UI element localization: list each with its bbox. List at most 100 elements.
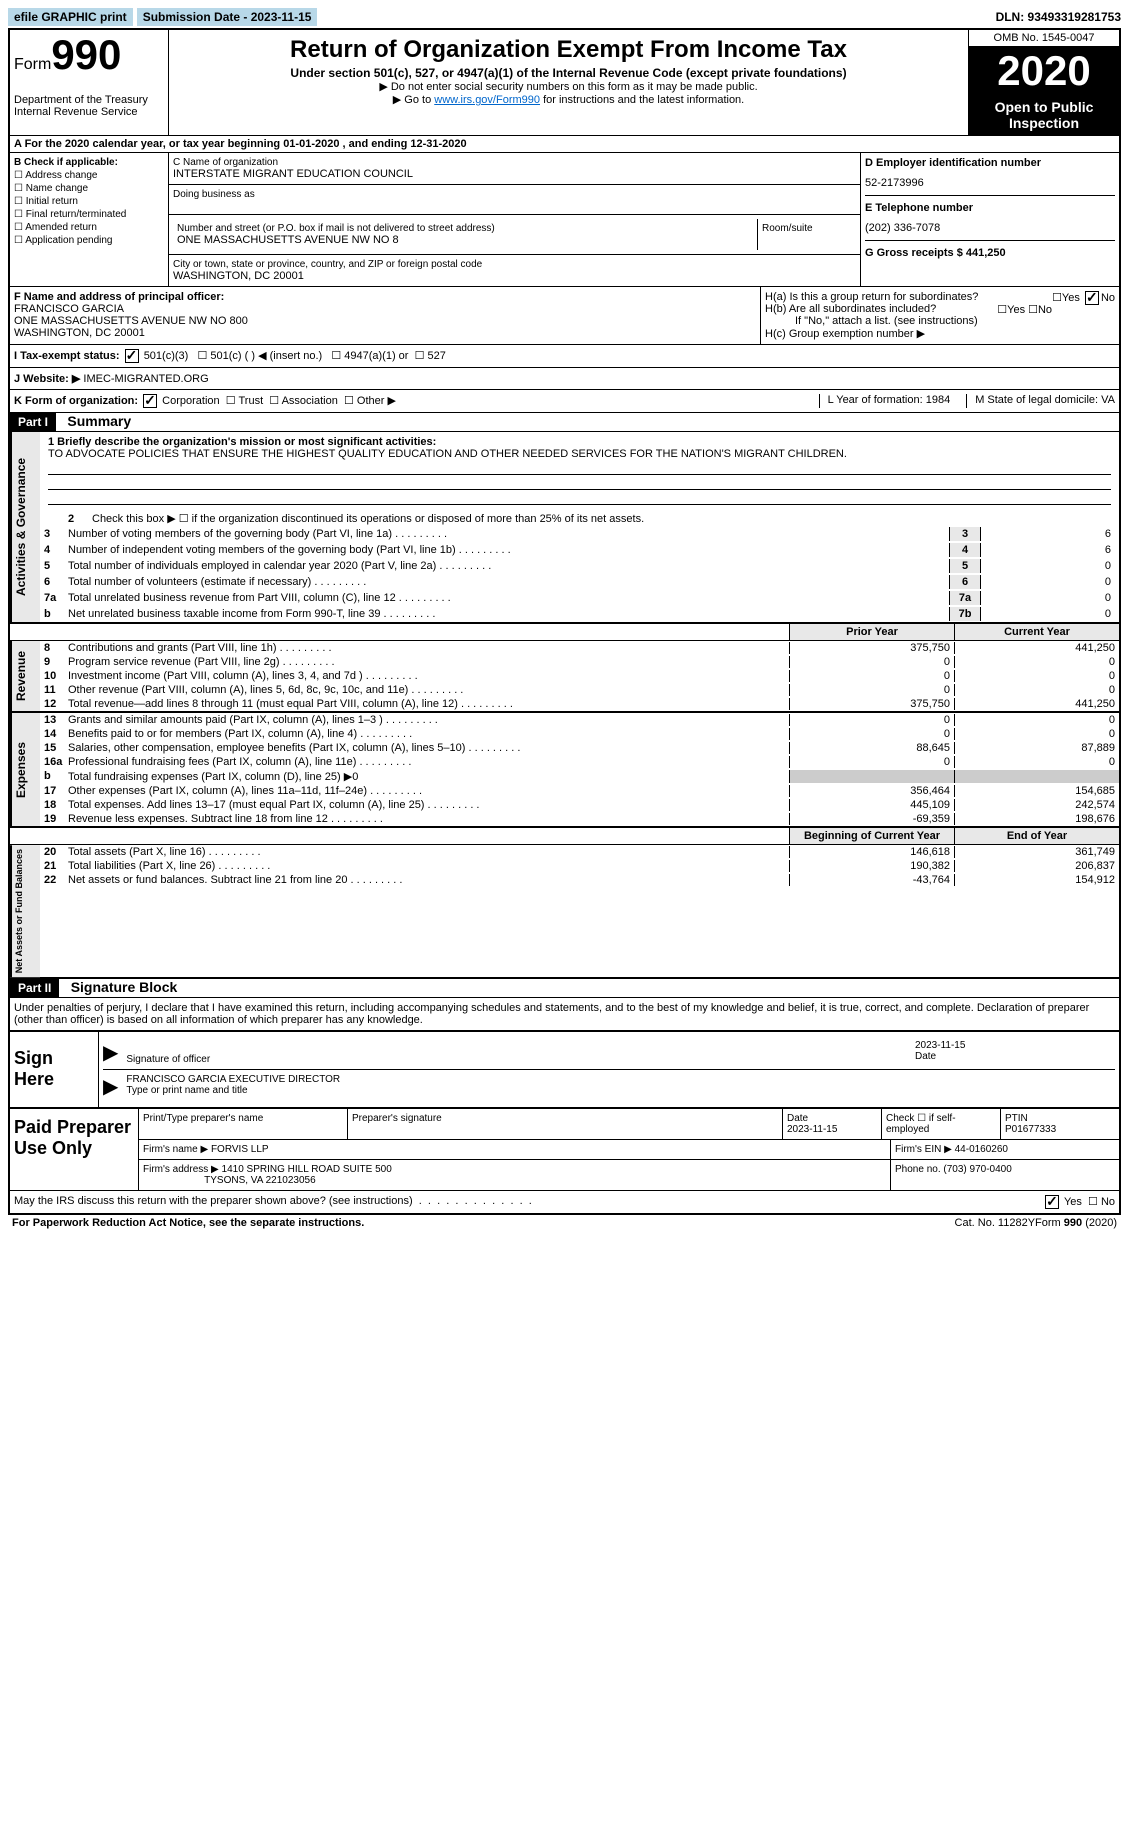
website-value: IMEC-MIGRANTED.ORG: [83, 373, 208, 385]
chk-initial[interactable]: ☐ Initial return: [14, 196, 164, 207]
line-item: 8Contributions and grants (Part VIII, li…: [40, 641, 1119, 655]
ein-label: D Employer identification number: [865, 157, 1115, 169]
chk-501c3[interactable]: [125, 349, 139, 363]
chk-corp[interactable]: [143, 394, 157, 408]
side-governance: Activities & Governance: [10, 432, 40, 622]
line-item: 22Net assets or fund balances. Subtract …: [40, 873, 1119, 887]
ein-value: 52-2173996: [865, 177, 1115, 189]
discuss-text: May the IRS discuss this return with the…: [14, 1195, 413, 1209]
addr-label: Number and street (or P.O. box if mail i…: [177, 223, 753, 234]
side-netassets: Net Assets or Fund Balances: [10, 845, 40, 977]
f-addr1: ONE MASSACHUSETTS AVENUE NW NO 800: [14, 315, 756, 327]
omb-number: OMB No. 1545-0047: [969, 30, 1119, 47]
line-item: 21Total liabilities (Part X, line 26) 19…: [40, 859, 1119, 873]
chk-address[interactable]: ☐ Address change: [14, 170, 164, 181]
line-item: 13Grants and similar amounts paid (Part …: [40, 713, 1119, 727]
goto-line: ▶ Go to www.irs.gov/Form990 for instruct…: [173, 93, 964, 106]
col-right: D Employer identification number 52-2173…: [860, 153, 1119, 286]
col-current: Current Year: [954, 624, 1119, 640]
col-end: End of Year: [954, 828, 1119, 844]
line-item: 6Total number of volunteers (estimate if…: [40, 574, 1119, 590]
discuss-yes[interactable]: [1045, 1195, 1059, 1209]
mission-label: 1 Briefly describe the organization's mi…: [48, 436, 436, 448]
org-name-label: C Name of organization: [173, 157, 856, 168]
check-self-emp[interactable]: Check ☐ if self-employed: [882, 1109, 1001, 1139]
ptin: P01677333: [1005, 1124, 1056, 1135]
col-b: B Check if applicable: ☐ Address change …: [10, 153, 169, 286]
fgh-row: F Name and address of principal officer:…: [10, 287, 1119, 345]
tax-year: 2020: [969, 47, 1119, 95]
firm-ein: 44-0160260: [955, 1144, 1008, 1155]
irs-link[interactable]: www.irs.gov/Form990: [434, 94, 540, 106]
form-prefix: Form: [14, 56, 51, 73]
department: Department of the Treasury Internal Reve…: [14, 94, 164, 118]
chk-final[interactable]: ☐ Final return/terminated: [14, 209, 164, 220]
firm-phone: (703) 970-0400: [943, 1164, 1011, 1175]
form-container: Form990 Department of the Treasury Inter…: [8, 28, 1121, 1215]
netassets-section: Net Assets or Fund Balances 20Total asse…: [10, 845, 1119, 977]
city-box: City or town, state or province, country…: [169, 255, 860, 286]
f-addr2: WASHINGTON, DC 20001: [14, 327, 756, 339]
col-prior: Prior Year: [789, 624, 954, 640]
type-label: Type or print name and title: [126, 1085, 1115, 1096]
footer-cat: Cat. No. 11282Y: [955, 1217, 1036, 1229]
revenue-header: Prior Year Current Year: [10, 622, 1119, 641]
line-item: 17Other expenses (Part IX, column (A), l…: [40, 784, 1119, 798]
goto-post: for instructions and the latest informat…: [540, 94, 744, 106]
hc-label: H(c) Group exemption number ▶: [765, 327, 1115, 340]
h-cell: H(a) Is this a group return for subordin…: [761, 287, 1119, 344]
city-label: City or town, state or province, country…: [173, 259, 856, 270]
footer: For Paperwork Reduction Act Notice, see …: [8, 1215, 1121, 1231]
part2-header: Part II Signature Block: [10, 977, 1119, 998]
open-public: Open to Public Inspection: [969, 95, 1119, 135]
chk-name[interactable]: ☐ Name change: [14, 183, 164, 194]
line-item: 16aProfessional fundraising fees (Part I…: [40, 755, 1119, 769]
prep-name-label: Print/Type preparer's name: [139, 1109, 348, 1139]
ha-no-check[interactable]: [1085, 291, 1099, 305]
line-item: 10Investment income (Part VIII, column (…: [40, 669, 1119, 683]
address-row: Number and street (or P.O. box if mail i…: [169, 215, 860, 255]
k-label: K Form of organization:: [14, 395, 138, 407]
header: Form990 Department of the Treasury Inter…: [10, 30, 1119, 136]
line-item: 7aTotal unrelated business revenue from …: [40, 590, 1119, 606]
firm-name: FORVIS LLP: [211, 1144, 269, 1155]
mission-text: TO ADVOCATE POLICIES THAT ENSURE THE HIG…: [48, 448, 1111, 460]
info-grid: B Check if applicable: ☐ Address change …: [10, 153, 1119, 287]
paid-label: Paid Preparer Use Only: [10, 1109, 138, 1190]
declaration: Under penalties of perjury, I declare th…: [10, 998, 1119, 1030]
dba-label: Doing business as: [173, 189, 856, 200]
line-item: 12Total revenue—add lines 8 through 11 (…: [40, 697, 1119, 711]
l-year: L Year of formation: 1984: [828, 394, 951, 408]
chk-pending[interactable]: ☐ Application pending: [14, 235, 164, 246]
row-a: A For the 2020 calendar year, or tax yea…: [10, 136, 1119, 153]
part1-title: Summary: [59, 413, 131, 429]
dln: DLN: 93493319281753: [996, 10, 1121, 24]
governance-section: Activities & Governance 1 Briefly descri…: [10, 432, 1119, 622]
tax-status-row: I Tax-exempt status: 501(c)(3) ☐ 501(c) …: [10, 345, 1119, 368]
prep-sig-label: Preparer's signature: [348, 1109, 783, 1139]
hb-note: If "No," attach a list. (see instruction…: [765, 315, 1115, 327]
ha-label: H(a) Is this a group return for subordin…: [765, 291, 978, 303]
f-name: FRANCISCO GARCIA: [14, 303, 756, 315]
line-item: 3Number of voting members of the governi…: [40, 526, 1119, 542]
efile-link[interactable]: efile GRAPHIC print: [8, 8, 133, 26]
sign-here-label: Sign Here: [10, 1032, 98, 1107]
line-item: 5Total number of individuals employed in…: [40, 558, 1119, 574]
gross-receipts: G Gross receipts $ 441,250: [865, 247, 1115, 259]
footer-form: Form 990 (2020): [1035, 1217, 1117, 1229]
city-value: WASHINGTON, DC 20001: [173, 270, 856, 282]
line-item: 19Revenue less expenses. Subtract line 1…: [40, 812, 1119, 826]
firm-addr2: TYSONS, VA 221023056: [204, 1175, 316, 1186]
sig-officer-label: Signature of officer: [126, 1054, 915, 1065]
paid-preparer-section: Paid Preparer Use Only Print/Type prepar…: [10, 1109, 1119, 1191]
line-item: bTotal fundraising expenses (Part IX, co…: [40, 769, 1119, 784]
f-label: F Name and address of principal officer:: [14, 291, 756, 303]
line-item: 15Salaries, other compensation, employee…: [40, 741, 1119, 755]
website-row: J Website: ▶ IMEC-MIGRANTED.ORG: [10, 368, 1119, 390]
line2-text: Check this box ▶ ☐ if the organization d…: [92, 512, 1115, 525]
chk-amended[interactable]: ☐ Amended return: [14, 222, 164, 233]
line-item: bNet unrelated business taxable income f…: [40, 606, 1119, 622]
line-item: 14Benefits paid to or for members (Part …: [40, 727, 1119, 741]
side-expenses: Expenses: [10, 713, 40, 826]
part1-label: Part I: [10, 413, 56, 431]
